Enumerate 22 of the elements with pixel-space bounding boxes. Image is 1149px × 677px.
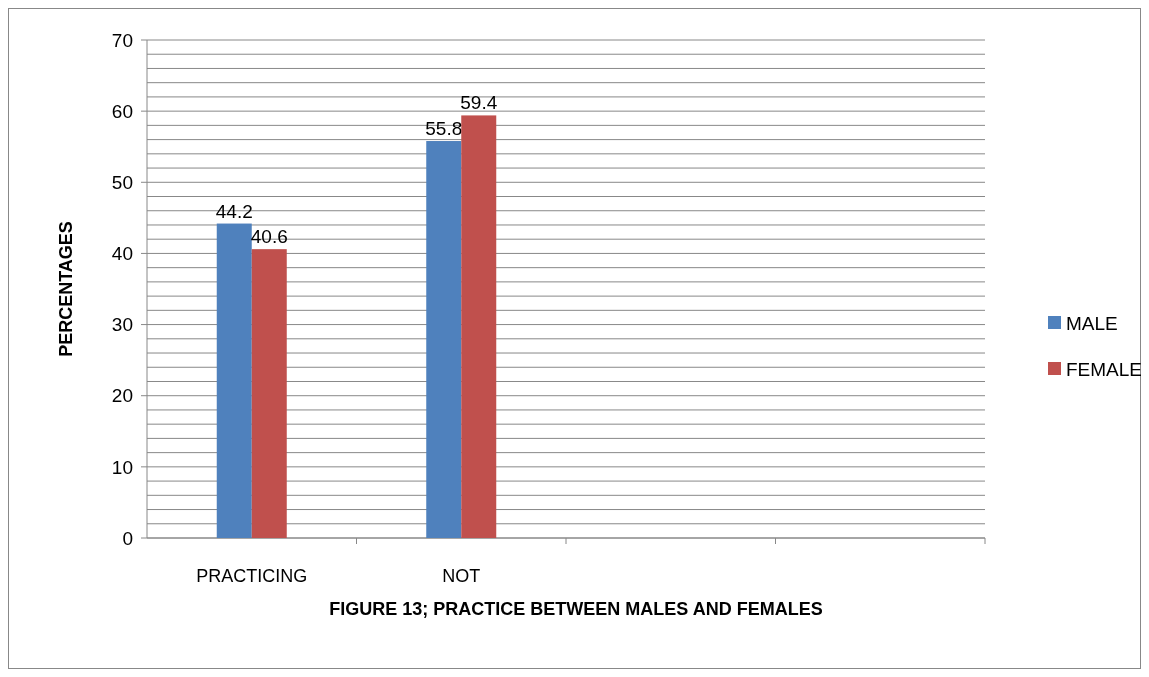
legend-label: MALE — [1066, 312, 1118, 334]
text: FIGURE 13; PRACTICE BETWEEN MALES AND FEMALES — [329, 599, 823, 619]
y-tick-label: 40 — [111, 243, 133, 265]
y-tick-label: 10 — [111, 456, 133, 478]
bar — [426, 141, 462, 538]
y-tick-label: 0 — [122, 527, 133, 549]
y-tick-label: 20 — [111, 385, 133, 407]
bar — [251, 249, 287, 538]
data-label: 44.2 — [215, 200, 253, 222]
x-tick-label: NOT — [442, 566, 481, 586]
y-axis-title: PERCENTAGES — [56, 221, 76, 357]
data-label: 55.8 — [425, 118, 463, 140]
y-tick-label: 70 — [111, 29, 133, 51]
x-tick-label: PRACTICING — [196, 566, 308, 586]
legend-label: FEMALE — [1066, 358, 1143, 380]
bar — [461, 115, 497, 538]
data-label: 59.4 — [460, 92, 498, 114]
bar — [216, 223, 252, 538]
data-label: 40.6 — [250, 226, 288, 248]
y-tick-label: 50 — [111, 171, 133, 193]
y-tick-label: 30 — [111, 314, 133, 336]
y-tick-label: 60 — [111, 100, 133, 122]
